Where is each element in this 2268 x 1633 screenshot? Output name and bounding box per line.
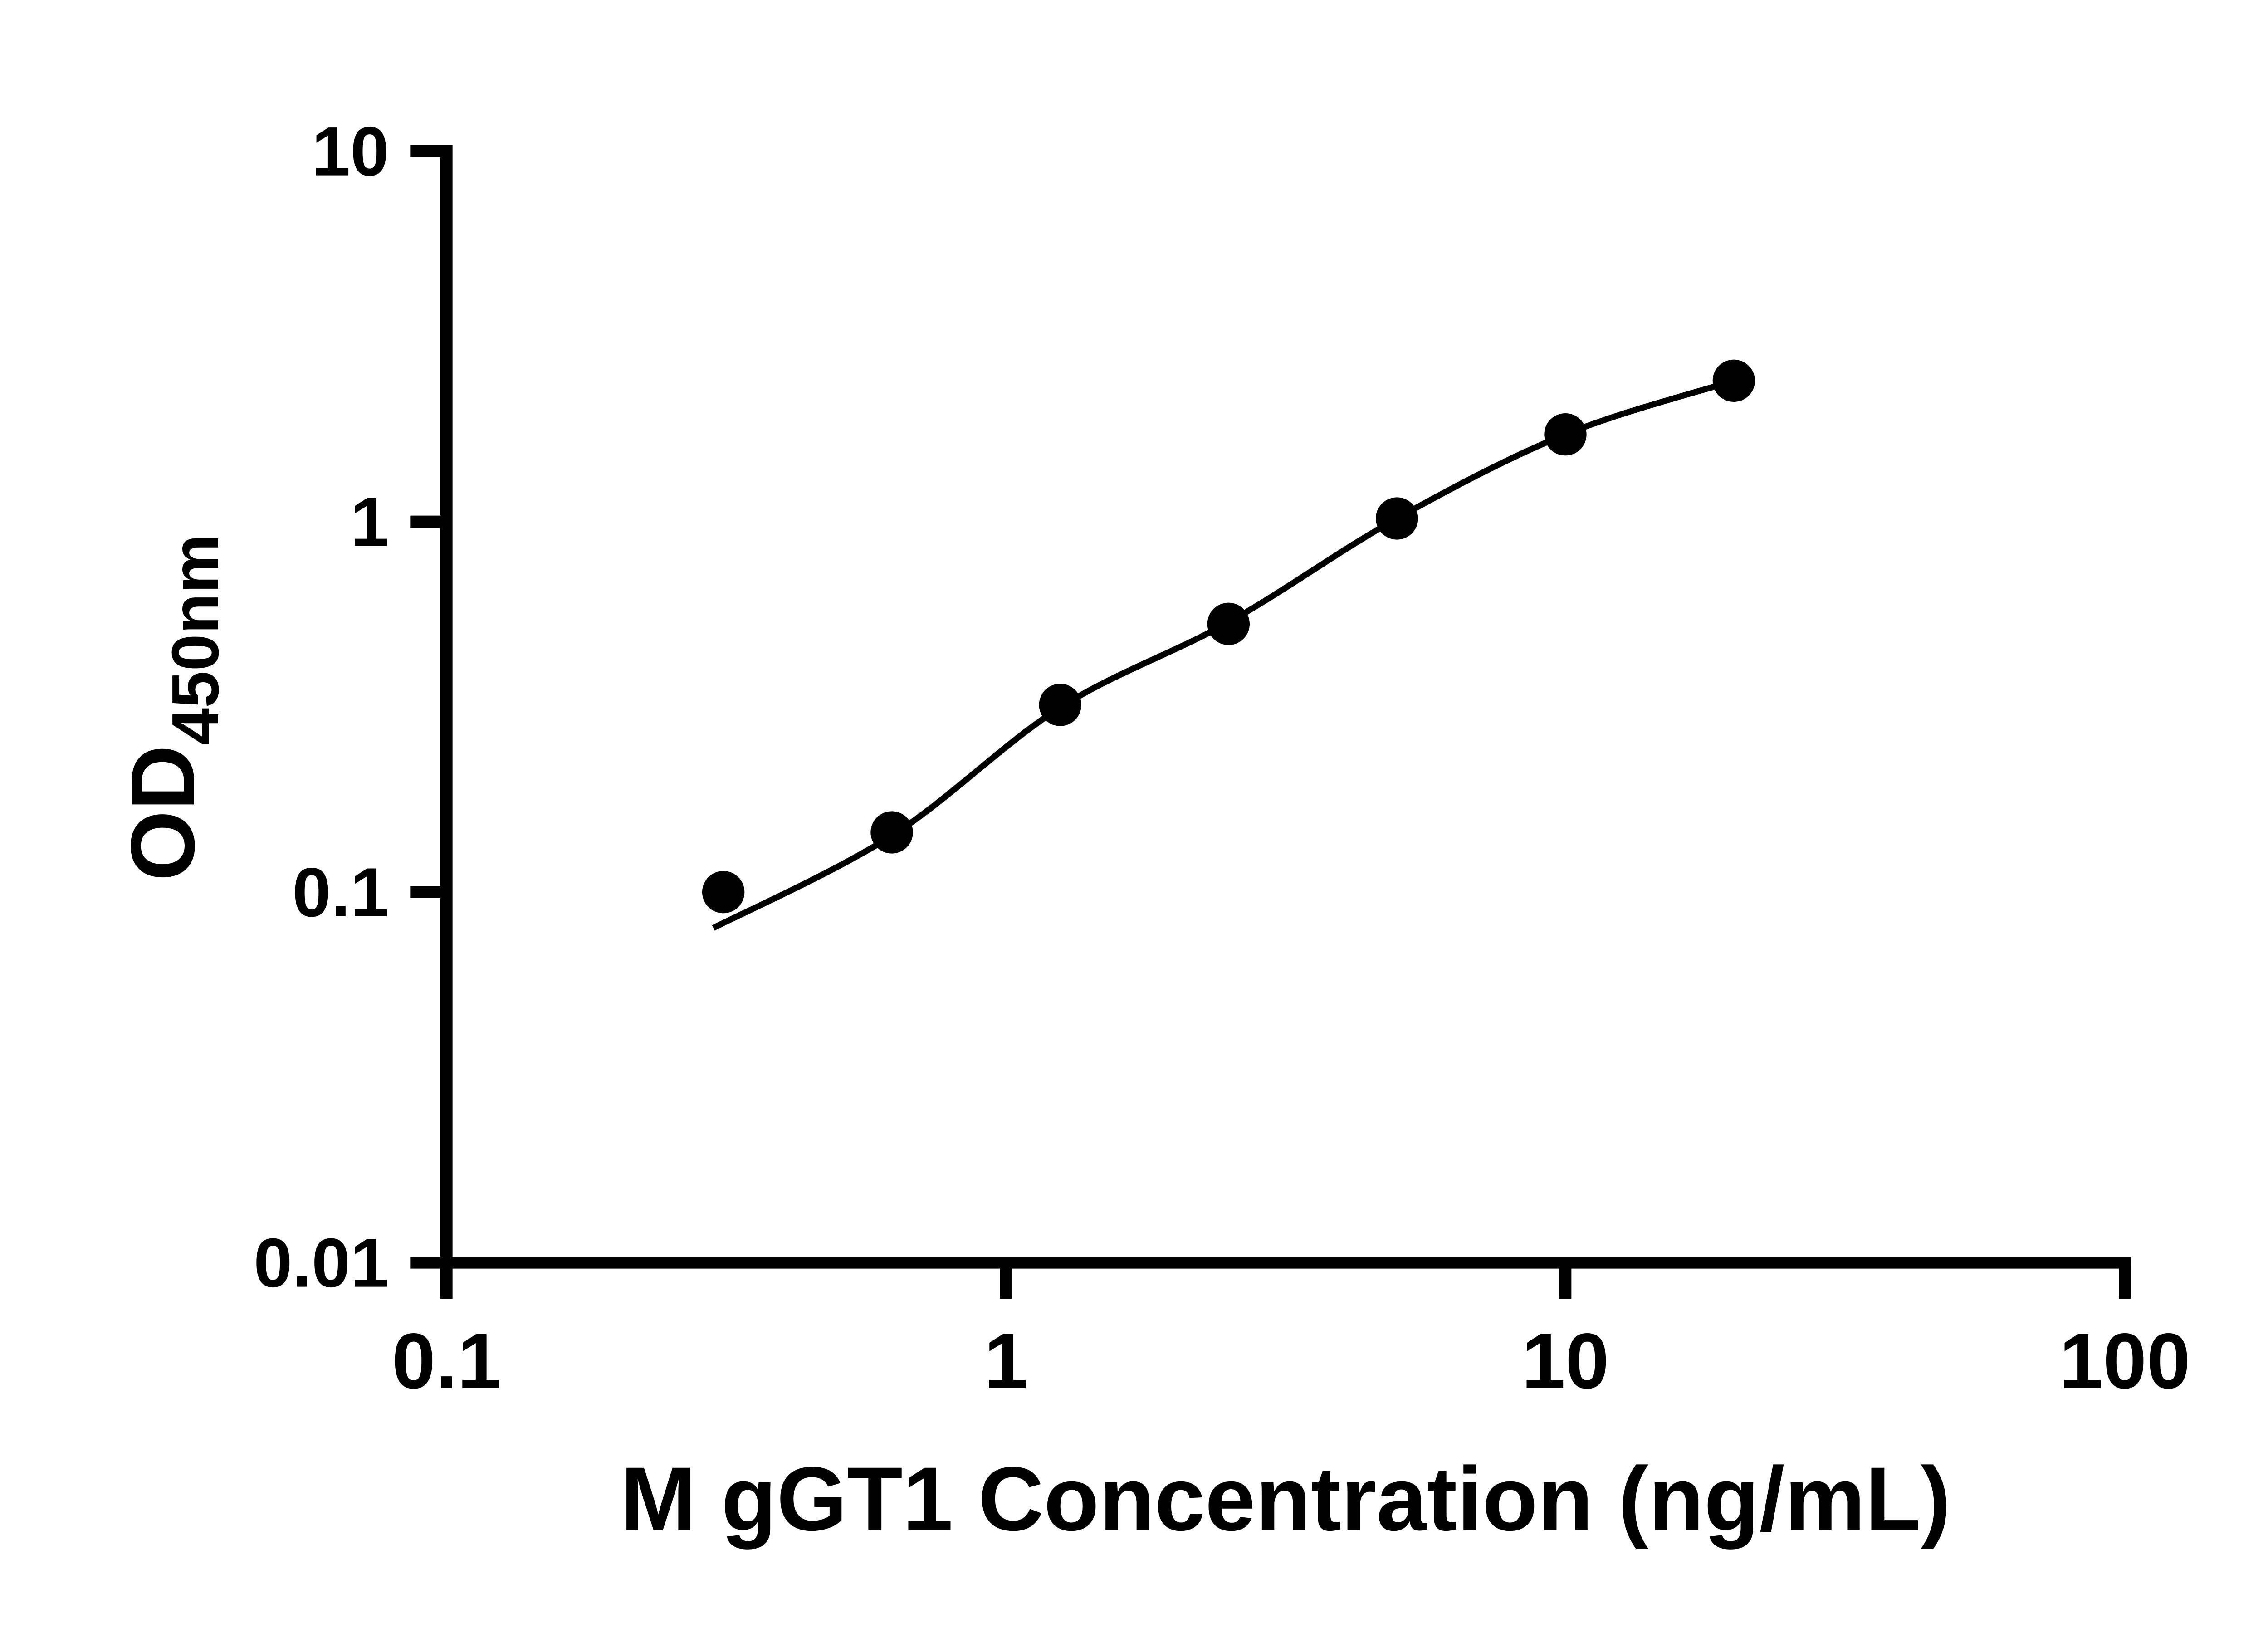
x-tick-label: 1 [984,1317,1027,1405]
y-axis-title-main: OD [112,745,214,881]
y-tick-label: 1 [350,483,389,561]
data-point [1376,497,1418,540]
y-tick-label: 0.1 [293,854,389,931]
data-point [1544,413,1587,456]
y-tick-label: 10 [312,113,389,191]
y-axis-title: OD450nm [112,534,233,881]
x-tick-label: 100 [2059,1317,2190,1405]
data-point [1712,359,1755,402]
data-point [1039,684,1081,726]
trend-line [712,377,1735,931]
data-point [1207,602,1250,645]
x-tick-label: 0.1 [392,1317,501,1405]
y-axis-title-subscript: 450nm [158,534,233,745]
data-point [870,811,913,854]
x-axis-title: M gGT1 Concentration (ng/mL) [621,1448,1951,1550]
data-point [702,871,745,914]
x-tick-label: 10 [1522,1317,1609,1405]
y-tick-label: 0.01 [254,1224,389,1302]
